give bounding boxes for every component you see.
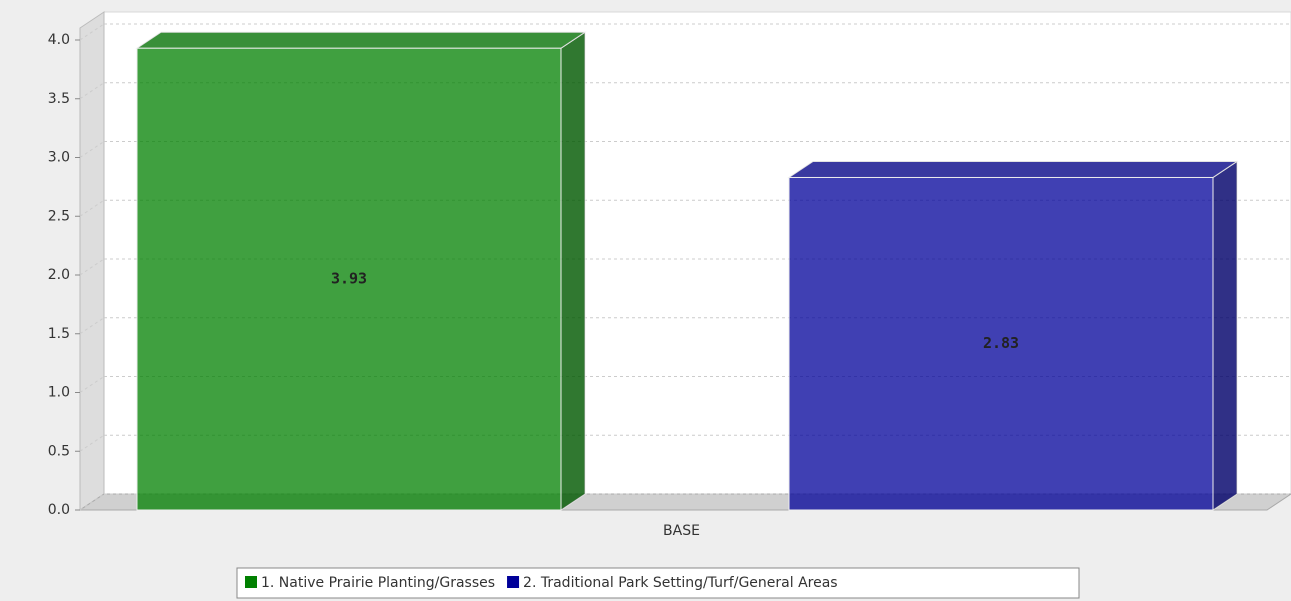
bar-top-shade — [789, 161, 1237, 178]
legend-label: 2. Traditional Park Setting/Turf/General… — [523, 575, 838, 591]
y-tick-label: 1.0 — [48, 385, 70, 401]
y-tick-label: 2.5 — [48, 208, 70, 224]
grid-line — [79, 141, 105, 158]
y-tick-label: 3.0 — [48, 150, 70, 166]
x-tick-label: BASE — [663, 523, 700, 539]
grid-line — [79, 23, 105, 41]
value-label: 3.93 — [331, 270, 367, 288]
y-tick-label: 4.0 — [48, 32, 70, 48]
grid-line — [79, 493, 105, 511]
grid-line — [79, 317, 105, 335]
y-tick-label: 2.0 — [48, 267, 70, 283]
bar — [787, 160, 1239, 511]
grid-line — [79, 376, 105, 393]
grid-line — [79, 82, 105, 100]
grid-line — [79, 199, 105, 217]
legend-swatch — [245, 576, 257, 588]
grid-line — [79, 258, 105, 276]
legend-label: 1. Native Prairie Planting/Grasses — [261, 575, 495, 591]
bar-front — [136, 47, 562, 511]
bar-side-shade — [561, 32, 585, 510]
legend-swatch — [507, 576, 520, 588]
y-tick-label: 1.5 — [48, 326, 70, 342]
bars — [135, 31, 1239, 511]
y-tick-label: 3.5 — [48, 91, 70, 107]
grid — [79, 23, 1291, 511]
y-tick-label: 0.5 — [48, 443, 70, 459]
bar-top-shade — [137, 32, 585, 49]
legend — [236, 567, 1080, 599]
bar-front — [788, 176, 1214, 511]
grid-line — [79, 434, 105, 452]
value-label: 2.83 — [983, 334, 1019, 352]
bar — [135, 31, 587, 511]
bar-side-shade — [1213, 161, 1237, 510]
y-tick-label: 0.0 — [48, 502, 70, 518]
